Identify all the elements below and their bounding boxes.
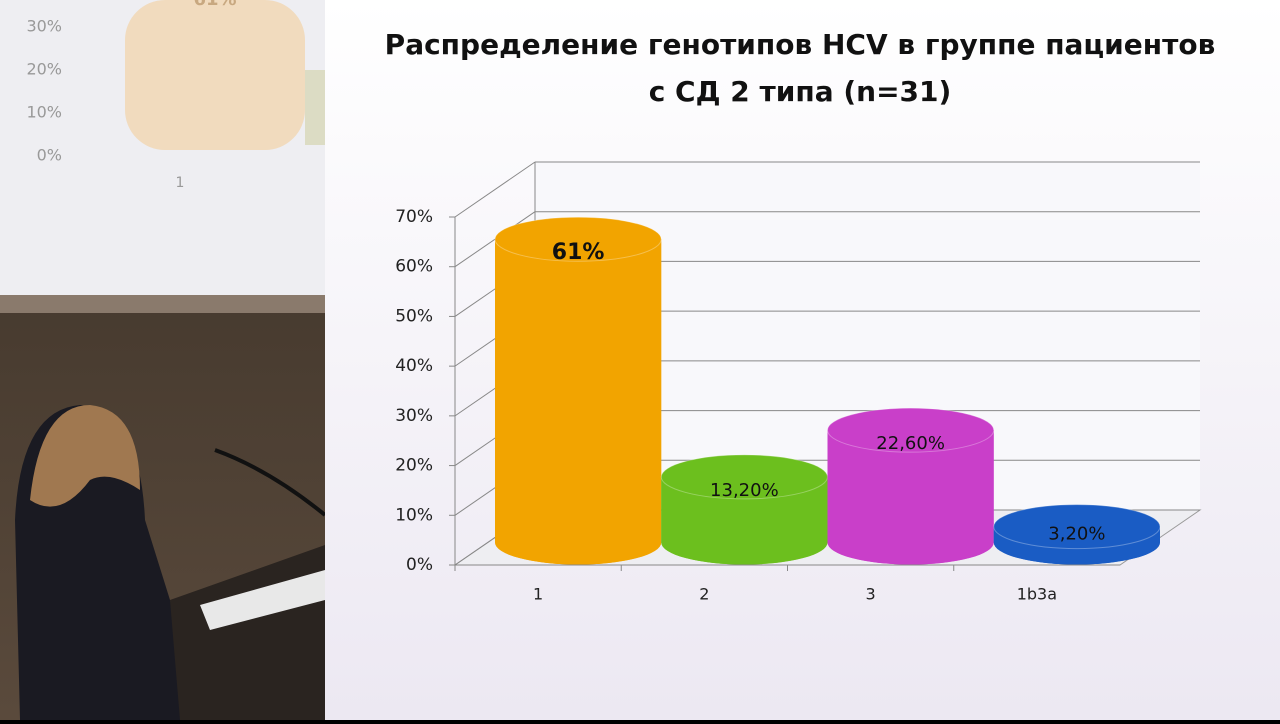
bar-shade — [827, 430, 994, 565]
bar-top — [827, 407, 995, 453]
value-label: 22,60% — [876, 433, 945, 454]
background-bar — [305, 70, 325, 145]
value-label: 13,20% — [710, 480, 779, 501]
bar-top — [494, 216, 662, 262]
bar-shade — [495, 239, 662, 565]
screen-edge — [0, 295, 325, 313]
y-tick-label: 30% — [395, 406, 433, 426]
value-label: 3,20% — [1048, 524, 1105, 545]
y-tick-label: 50% — [395, 306, 433, 326]
x-tick-label: 1 — [533, 585, 543, 604]
background-bar — [125, 0, 305, 150]
bg-tick: 0% — [37, 146, 62, 165]
bg-category: 1 — [176, 175, 185, 191]
value-label: 61% — [552, 240, 605, 265]
back-wall — [535, 162, 1200, 510]
y-tick-label: 10% — [395, 505, 433, 525]
x-tick-label: 1b3a — [1017, 585, 1057, 604]
bg-value-label: 61% — [193, 0, 236, 10]
y-tick-label: 0% — [406, 555, 433, 575]
speaker-hair — [30, 405, 140, 507]
chart-subtitle: с СД 2 типа (n=31) — [649, 75, 952, 108]
chart-title: Распределение генотипов HCV в группе пац… — [385, 28, 1216, 61]
papers — [200, 570, 325, 630]
bar-top — [993, 504, 1161, 550]
y-tick-label: 60% — [395, 257, 433, 277]
x-tick-label: 2 — [699, 585, 709, 604]
plot: 0% 10% 20% 30% 40% 50% 60% 70% 1 61% 2 13,20% 3 22,60… — [395, 161, 1202, 604]
microphone — [214, 448, 327, 517]
bg-tick: 20% — [26, 60, 62, 79]
x-tick-label: 3 — [866, 585, 876, 604]
y-tick-label: 40% — [395, 356, 433, 376]
y-tick-label: 70% — [395, 207, 433, 227]
bg-tick: 10% — [26, 103, 62, 122]
bg-tick: 30% — [26, 17, 62, 36]
grid-line-side — [454, 161, 536, 218]
bar-shade — [661, 476, 828, 565]
y-tick-label: 20% — [395, 456, 433, 476]
